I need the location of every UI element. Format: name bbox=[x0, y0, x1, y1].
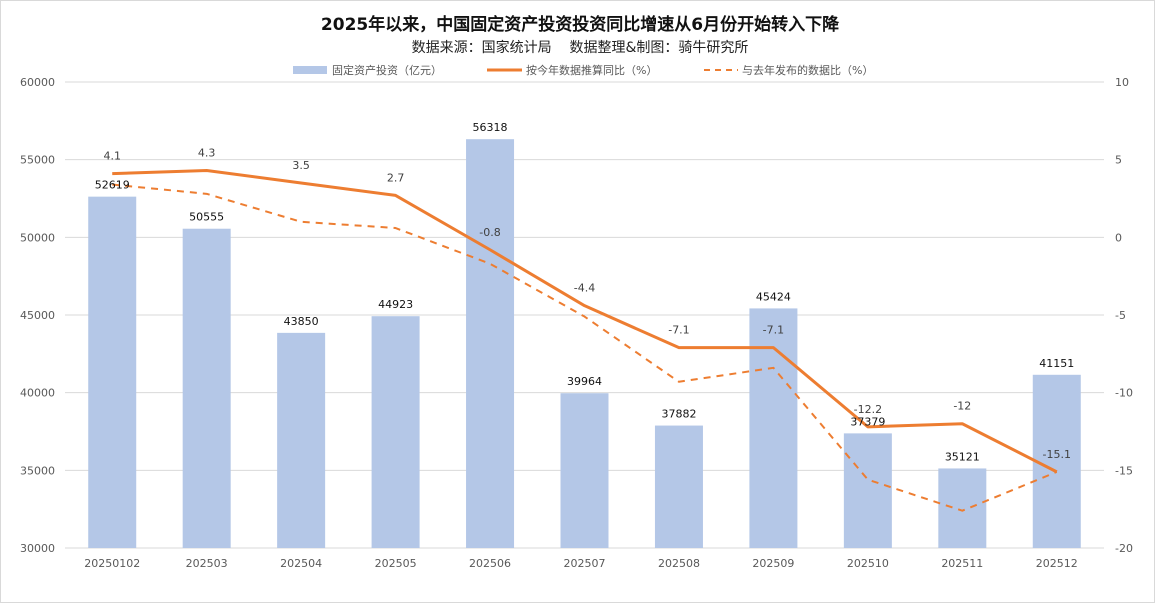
bar-data-label: 56318 bbox=[473, 121, 508, 134]
chart-subtitle: 数据来源：国家统计局 数据整理&制图：骑牛研究所 bbox=[412, 39, 749, 56]
line-data-label: -7.1 bbox=[668, 324, 689, 337]
x-axis-tick: 202505 bbox=[375, 557, 417, 570]
right-axis-tick: -15 bbox=[1115, 464, 1133, 477]
bar bbox=[560, 393, 609, 548]
left-axis-tick: 55000 bbox=[20, 154, 55, 167]
x-axis-tick: 20250102 bbox=[84, 557, 140, 570]
line-series-yoy bbox=[112, 169, 1058, 474]
right-axis-tick: 0 bbox=[1115, 231, 1122, 244]
bar bbox=[1032, 374, 1081, 548]
right-axis-tick: -20 bbox=[1115, 542, 1133, 555]
x-axis-tick: 202508 bbox=[658, 557, 700, 570]
bar bbox=[938, 468, 987, 548]
x-axis-tick: 202504 bbox=[280, 557, 322, 570]
bar-data-label: 37379 bbox=[850, 415, 885, 428]
x-axis-tick: 202503 bbox=[186, 557, 228, 570]
right-axis-tick: 10 bbox=[1115, 76, 1129, 89]
x-axis-tick: 202510 bbox=[847, 557, 889, 570]
bar-data-label: 43850 bbox=[284, 315, 319, 328]
legend-label-bar: 固定资产投资（亿元） bbox=[332, 63, 442, 77]
x-axis-tick: 202509 bbox=[752, 557, 794, 570]
left-axis-tick: 50000 bbox=[20, 231, 55, 244]
bar-data-label: 52619 bbox=[95, 179, 130, 192]
x-axis-tick: 202506 bbox=[469, 557, 511, 570]
left-axis-tick: 35000 bbox=[20, 464, 55, 477]
bar bbox=[371, 316, 420, 548]
line-data-label: -12.2 bbox=[854, 403, 882, 416]
line-data-label: -4.4 bbox=[574, 282, 595, 295]
bar-data-label: 44923 bbox=[378, 298, 413, 311]
left-axis-tick: 60000 bbox=[20, 76, 55, 89]
bar bbox=[654, 425, 703, 548]
chart-title: 2025年以来，中国固定资产投资投资同比增速从6月份开始转入下降 bbox=[321, 14, 840, 35]
left-axis-tick: 45000 bbox=[20, 309, 55, 322]
right-axis-tick: 5 bbox=[1115, 154, 1122, 167]
bar bbox=[466, 139, 515, 549]
bar-data-label: 35121 bbox=[945, 450, 980, 463]
left-axis-tick: 30000 bbox=[20, 542, 55, 555]
x-axis-tick: 202512 bbox=[1036, 557, 1078, 570]
line-data-label: -0.8 bbox=[479, 226, 500, 239]
bar bbox=[277, 332, 326, 548]
legend: 固定资产投资（亿元） 按今年数据推算同比（%） 与去年发布的数据比（%） bbox=[293, 63, 873, 77]
bar bbox=[182, 228, 231, 548]
line-data-label: -7.1 bbox=[763, 324, 784, 337]
right-axis-tick: -10 bbox=[1115, 387, 1133, 400]
line-series-dashed bbox=[112, 183, 1058, 512]
line-data-label: -15.1 bbox=[1043, 448, 1071, 461]
line-data-label: -12 bbox=[953, 400, 971, 413]
line-data-label: 3.5 bbox=[292, 159, 310, 172]
bar-data-label: 37882 bbox=[661, 408, 696, 421]
legend-swatch-bar bbox=[293, 66, 327, 74]
bar bbox=[749, 308, 798, 548]
bar-data-label: 45424 bbox=[756, 290, 791, 303]
line-data-label: 2.7 bbox=[387, 171, 405, 184]
bar-data-label: 41151 bbox=[1039, 357, 1074, 370]
bar bbox=[88, 196, 137, 548]
x-axis-tick: 202511 bbox=[941, 557, 983, 570]
bar-data-label: 50555 bbox=[189, 211, 224, 224]
bar bbox=[843, 433, 892, 548]
right-axis-tick: -5 bbox=[1115, 309, 1126, 322]
x-axis-tick: 202507 bbox=[564, 557, 606, 570]
left-axis-tick: 40000 bbox=[20, 387, 55, 400]
line-data-label: 4.1 bbox=[103, 150, 121, 163]
legend-label-dashed: 与去年发布的数据比（%） bbox=[742, 63, 873, 77]
line-data-label: 4.3 bbox=[198, 147, 216, 160]
legend-label-line: 按今年数据推算同比（%） bbox=[526, 63, 657, 77]
bar-data-label: 39964 bbox=[567, 375, 602, 388]
